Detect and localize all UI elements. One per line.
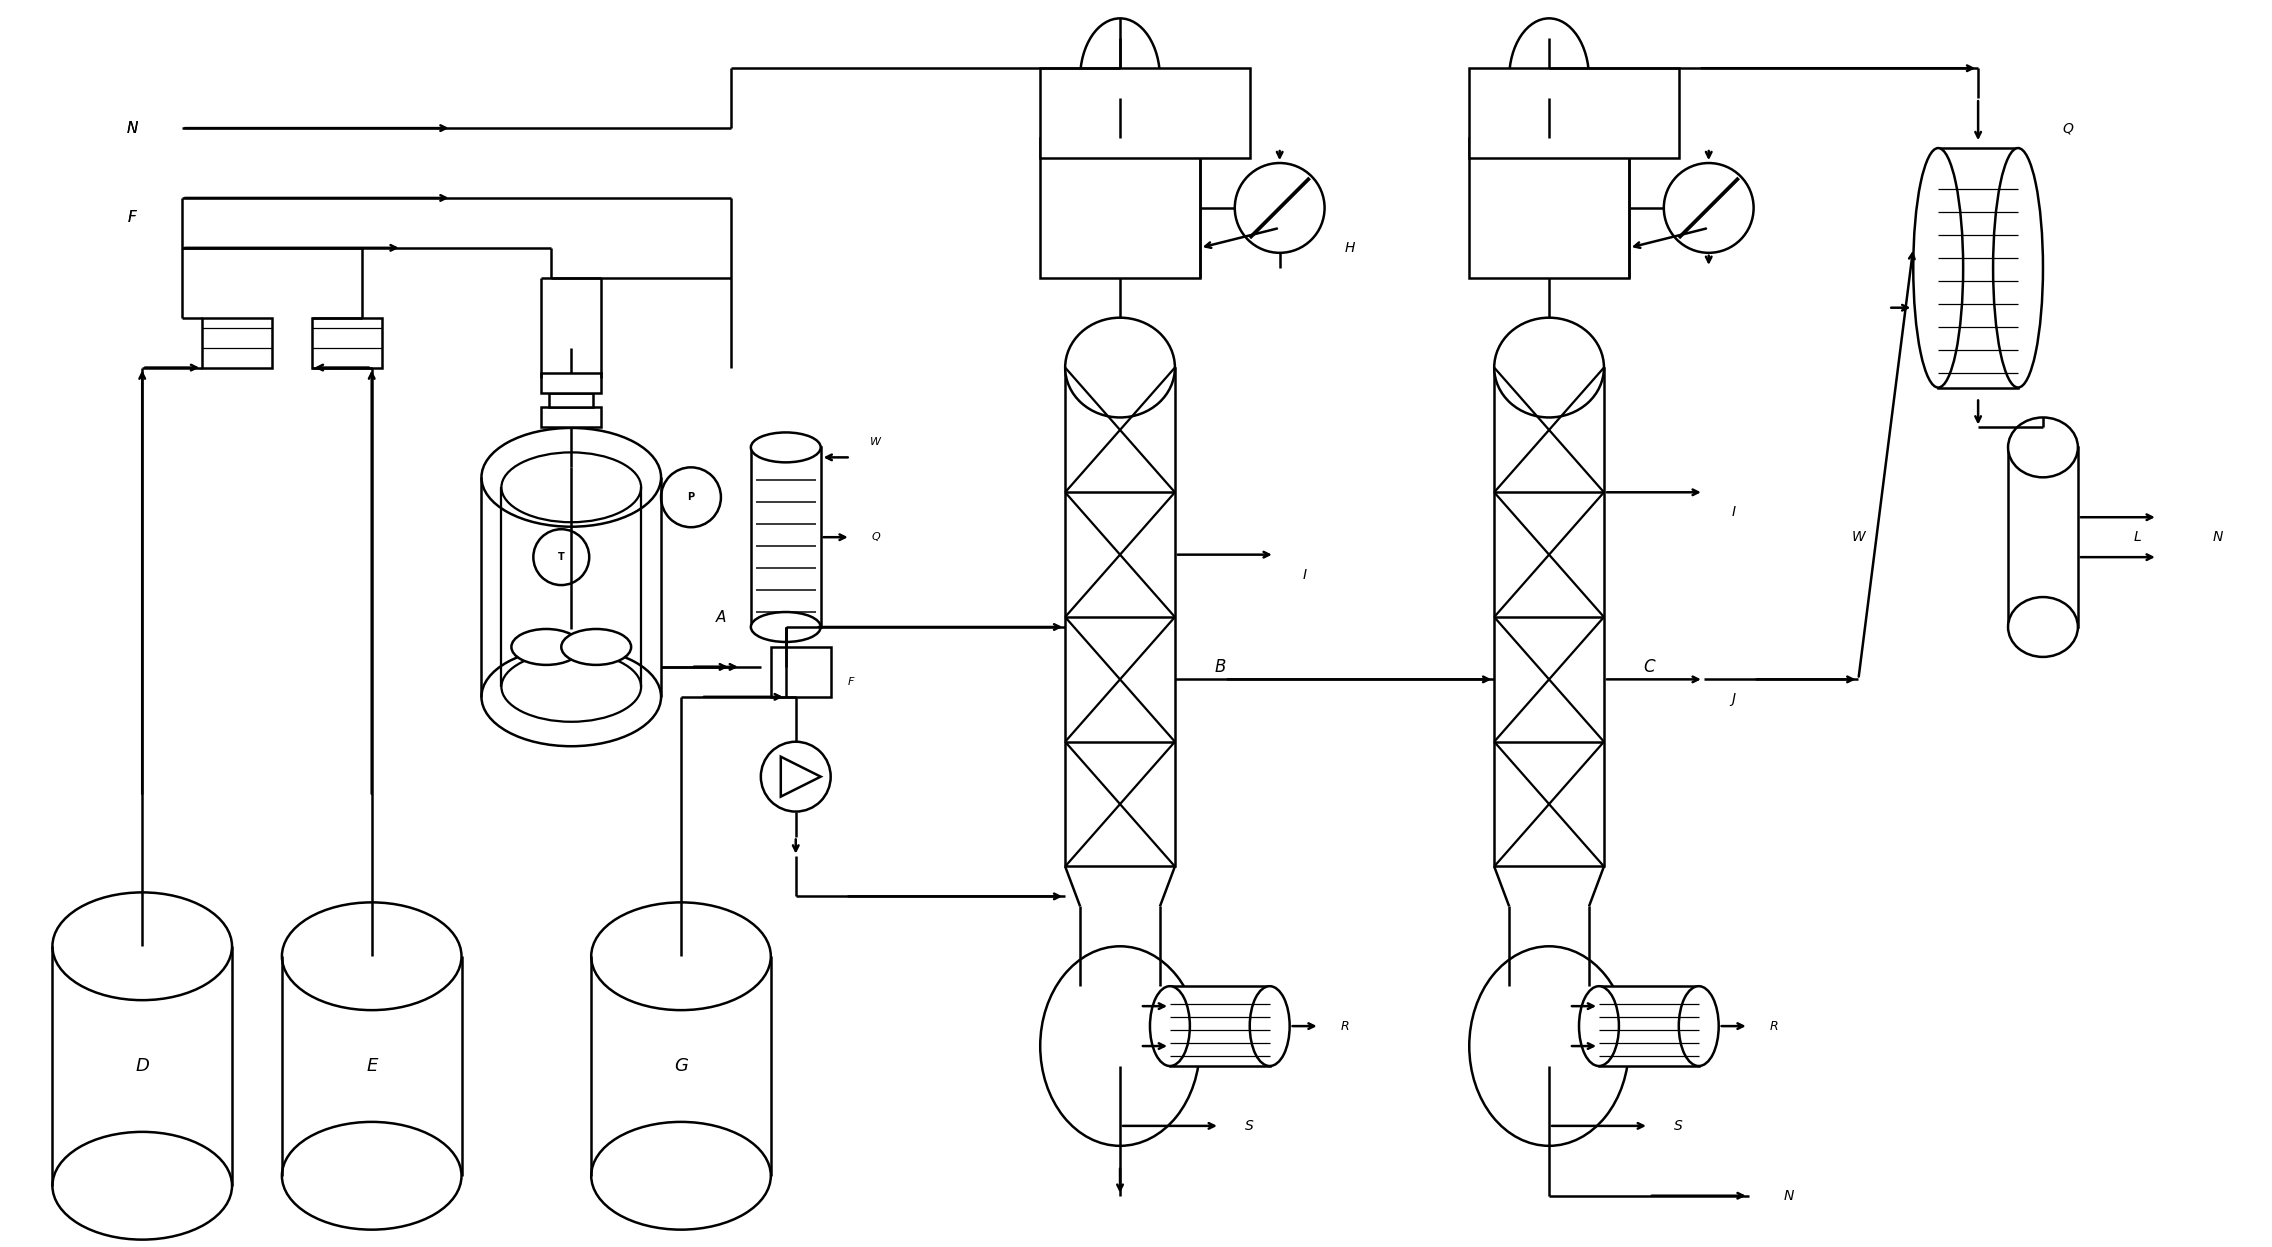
Bar: [770, 647, 832, 697]
Bar: [550, 393, 593, 408]
Bar: [1470, 69, 1679, 158]
Ellipse shape: [1041, 946, 1200, 1146]
Bar: [1041, 138, 1200, 278]
Ellipse shape: [1679, 986, 1718, 1066]
Bar: [1470, 138, 1629, 278]
Bar: [750, 448, 820, 627]
Text: S: S: [1674, 1119, 1684, 1132]
Ellipse shape: [2008, 597, 2079, 657]
Ellipse shape: [502, 652, 641, 722]
Ellipse shape: [482, 647, 661, 746]
Text: Q: Q: [2063, 121, 2074, 135]
Text: R: R: [1340, 1020, 1350, 1033]
Circle shape: [661, 468, 720, 527]
Ellipse shape: [1470, 946, 1629, 1146]
Circle shape: [761, 742, 832, 812]
Text: N: N: [127, 121, 139, 136]
Ellipse shape: [1495, 318, 1604, 418]
Text: W: W: [870, 438, 882, 448]
Ellipse shape: [52, 893, 232, 1000]
Text: B: B: [1213, 658, 1225, 676]
Text: N: N: [1784, 1188, 1793, 1202]
Bar: [1170, 986, 1270, 1066]
Bar: [202, 318, 273, 368]
Ellipse shape: [591, 1122, 770, 1230]
Text: G: G: [675, 1057, 688, 1075]
Polygon shape: [782, 757, 820, 797]
Text: I: I: [1302, 567, 1306, 581]
Text: S: S: [1245, 1119, 1254, 1132]
Ellipse shape: [1579, 986, 1620, 1066]
Text: T: T: [559, 552, 566, 562]
Ellipse shape: [2008, 418, 2079, 478]
Ellipse shape: [750, 433, 820, 463]
Ellipse shape: [511, 628, 582, 665]
Text: W: W: [1852, 530, 1865, 544]
Bar: [2008, 448, 2079, 627]
Ellipse shape: [1079, 19, 1161, 138]
Ellipse shape: [1250, 986, 1290, 1066]
Text: F: F: [127, 211, 136, 226]
Text: L: L: [2133, 530, 2142, 544]
Bar: [311, 318, 382, 368]
Text: P: P: [688, 493, 695, 503]
Circle shape: [534, 529, 588, 585]
Bar: [541, 408, 602, 428]
Ellipse shape: [1509, 19, 1588, 138]
Text: E: E: [366, 1057, 377, 1075]
Text: Q: Q: [870, 532, 879, 542]
Ellipse shape: [561, 628, 632, 665]
Bar: [1066, 368, 1175, 867]
Ellipse shape: [52, 1132, 232, 1240]
Text: H: H: [1345, 241, 1354, 254]
Text: F: F: [127, 211, 136, 226]
Text: I: I: [1731, 505, 1736, 519]
Ellipse shape: [591, 903, 770, 1010]
Ellipse shape: [502, 453, 641, 522]
Text: C: C: [1643, 658, 1654, 676]
Bar: [1599, 986, 1699, 1066]
Ellipse shape: [282, 1122, 461, 1230]
Bar: [1938, 148, 2018, 388]
Text: F: F: [847, 677, 854, 687]
Ellipse shape: [1913, 148, 1963, 388]
Text: N: N: [127, 121, 139, 136]
Bar: [1041, 69, 1250, 158]
Ellipse shape: [1150, 986, 1191, 1066]
Ellipse shape: [750, 612, 820, 642]
Ellipse shape: [282, 903, 461, 1010]
Text: R: R: [1770, 1020, 1779, 1033]
Ellipse shape: [482, 428, 661, 526]
Circle shape: [1234, 163, 1325, 253]
Ellipse shape: [1066, 318, 1175, 418]
Bar: [541, 373, 602, 393]
Text: N: N: [2213, 530, 2222, 544]
Text: A: A: [716, 610, 727, 625]
Text: D: D: [136, 1057, 150, 1075]
Circle shape: [1663, 163, 1754, 253]
Ellipse shape: [1993, 148, 2043, 388]
Text: J: J: [1731, 692, 1736, 706]
Bar: [1495, 368, 1604, 867]
